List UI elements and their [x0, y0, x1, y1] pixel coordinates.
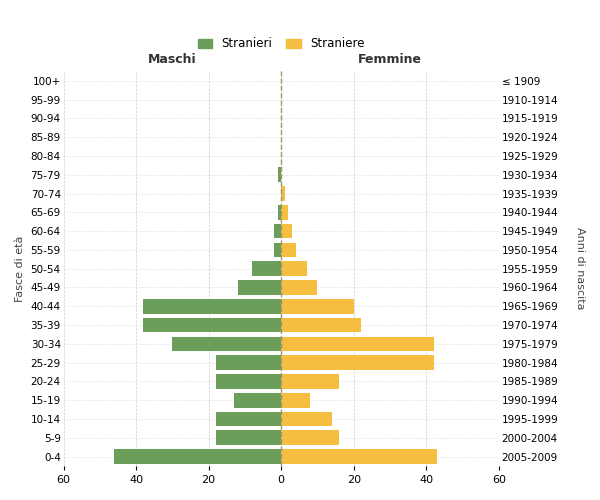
Bar [234, 393, 281, 407]
Bar [143, 299, 281, 314]
Y-axis label: Anni di nascita: Anni di nascita [575, 228, 585, 310]
Bar [216, 374, 281, 389]
Bar [238, 280, 281, 295]
Bar [281, 186, 285, 201]
Legend: Stranieri, Straniere: Stranieri, Straniere [194, 34, 368, 54]
Bar [278, 168, 281, 182]
Bar [281, 430, 339, 445]
Bar [216, 356, 281, 370]
Bar [281, 224, 292, 238]
Bar [281, 280, 317, 295]
Bar [274, 224, 281, 238]
Bar [281, 242, 296, 257]
Bar [216, 412, 281, 426]
Text: Femmine: Femmine [358, 53, 422, 66]
Y-axis label: Fasce di età: Fasce di età [15, 236, 25, 302]
Bar [278, 205, 281, 220]
Bar [281, 336, 434, 351]
Bar [281, 205, 289, 220]
Bar [281, 299, 354, 314]
Bar [172, 336, 281, 351]
Bar [281, 356, 434, 370]
Bar [281, 412, 332, 426]
Bar [281, 374, 339, 389]
Bar [281, 393, 310, 407]
Bar [143, 318, 281, 332]
Bar [281, 262, 307, 276]
Bar [216, 430, 281, 445]
Bar [252, 262, 281, 276]
Bar [281, 318, 361, 332]
Bar [274, 242, 281, 257]
Bar [115, 450, 281, 464]
Text: Maschi: Maschi [148, 53, 197, 66]
Bar [281, 450, 437, 464]
